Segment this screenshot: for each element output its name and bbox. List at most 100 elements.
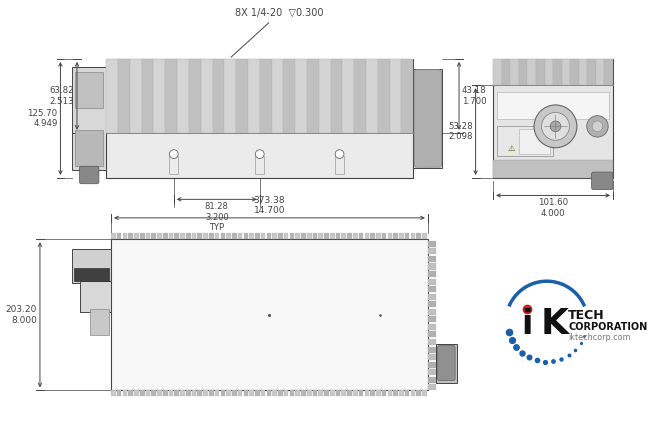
Bar bbox=[312, 391, 317, 396]
Bar bbox=[255, 391, 260, 396]
Bar bbox=[324, 233, 329, 239]
Circle shape bbox=[255, 150, 264, 159]
Bar bbox=[80, 281, 111, 312]
Bar bbox=[203, 391, 208, 396]
Text: 43.18
1.700: 43.18 1.700 bbox=[462, 86, 487, 105]
Bar bbox=[295, 59, 307, 133]
Bar bbox=[209, 233, 214, 239]
Bar bbox=[140, 233, 145, 239]
Bar bbox=[151, 233, 156, 239]
Circle shape bbox=[169, 150, 178, 159]
Bar bbox=[416, 391, 421, 396]
Bar bbox=[561, 59, 570, 85]
Bar bbox=[410, 233, 415, 239]
Text: CORPORATION: CORPORATION bbox=[568, 322, 647, 332]
Bar bbox=[428, 294, 436, 300]
Bar bbox=[354, 59, 366, 133]
Bar bbox=[376, 391, 381, 396]
Bar bbox=[370, 233, 375, 239]
Bar bbox=[75, 130, 103, 166]
Bar bbox=[278, 233, 283, 239]
Bar bbox=[146, 391, 151, 396]
Bar bbox=[519, 59, 527, 85]
Bar bbox=[244, 391, 248, 396]
Bar bbox=[165, 59, 177, 133]
Bar bbox=[153, 59, 165, 133]
Bar bbox=[249, 233, 254, 239]
Circle shape bbox=[534, 105, 577, 148]
Bar bbox=[382, 391, 386, 396]
Bar bbox=[214, 391, 219, 396]
Bar bbox=[353, 391, 358, 396]
Bar bbox=[553, 59, 561, 85]
Bar bbox=[212, 59, 224, 133]
Bar bbox=[232, 391, 236, 396]
Bar bbox=[111, 391, 116, 396]
Bar bbox=[272, 391, 277, 396]
Bar bbox=[422, 233, 427, 239]
Bar bbox=[428, 301, 436, 307]
Bar bbox=[111, 233, 116, 239]
Bar bbox=[587, 59, 596, 85]
Bar bbox=[203, 233, 208, 239]
Bar bbox=[428, 384, 436, 391]
Bar bbox=[296, 391, 300, 396]
Bar bbox=[72, 249, 111, 283]
Text: i: i bbox=[521, 308, 533, 340]
Bar bbox=[428, 362, 436, 368]
Bar bbox=[118, 59, 130, 133]
Bar bbox=[330, 233, 334, 239]
Bar bbox=[376, 233, 381, 239]
Bar bbox=[272, 233, 277, 239]
Bar bbox=[140, 391, 145, 396]
Bar bbox=[428, 339, 436, 345]
Bar bbox=[307, 59, 319, 133]
Bar bbox=[90, 309, 109, 335]
Bar bbox=[353, 233, 358, 239]
Bar bbox=[74, 268, 109, 281]
Bar bbox=[261, 233, 266, 239]
Bar bbox=[232, 233, 236, 239]
Text: 53.28
2.098: 53.28 2.098 bbox=[448, 122, 473, 141]
Circle shape bbox=[592, 121, 603, 132]
Bar bbox=[255, 156, 264, 174]
Bar bbox=[378, 59, 390, 133]
Circle shape bbox=[335, 150, 344, 159]
Bar bbox=[390, 59, 402, 133]
Bar bbox=[238, 391, 242, 396]
Bar bbox=[134, 391, 139, 396]
Bar bbox=[123, 233, 127, 239]
Bar bbox=[570, 59, 579, 85]
Bar bbox=[342, 391, 346, 396]
Text: 101.60
4.000: 101.60 4.000 bbox=[538, 198, 568, 218]
Bar bbox=[428, 324, 436, 330]
Bar bbox=[226, 233, 231, 239]
Bar bbox=[244, 233, 248, 239]
Bar bbox=[198, 233, 202, 239]
Bar bbox=[189, 59, 200, 133]
Bar bbox=[436, 343, 457, 382]
FancyBboxPatch shape bbox=[438, 346, 455, 381]
Bar bbox=[579, 59, 587, 85]
Bar bbox=[318, 391, 323, 396]
Bar bbox=[163, 391, 168, 396]
Bar bbox=[117, 233, 121, 239]
Bar bbox=[527, 59, 536, 85]
Bar bbox=[248, 59, 260, 133]
Bar bbox=[413, 69, 442, 168]
Bar bbox=[130, 59, 142, 133]
Bar bbox=[428, 354, 436, 360]
Bar bbox=[428, 309, 436, 315]
Bar bbox=[330, 59, 342, 133]
Bar bbox=[428, 256, 436, 262]
Bar bbox=[428, 316, 436, 323]
Bar bbox=[220, 391, 225, 396]
Circle shape bbox=[587, 116, 608, 137]
Bar bbox=[394, 391, 398, 396]
Bar bbox=[209, 391, 214, 396]
Bar bbox=[493, 59, 613, 178]
Bar bbox=[428, 369, 436, 375]
Bar bbox=[168, 233, 173, 239]
Bar bbox=[342, 59, 354, 133]
Bar bbox=[307, 391, 312, 396]
